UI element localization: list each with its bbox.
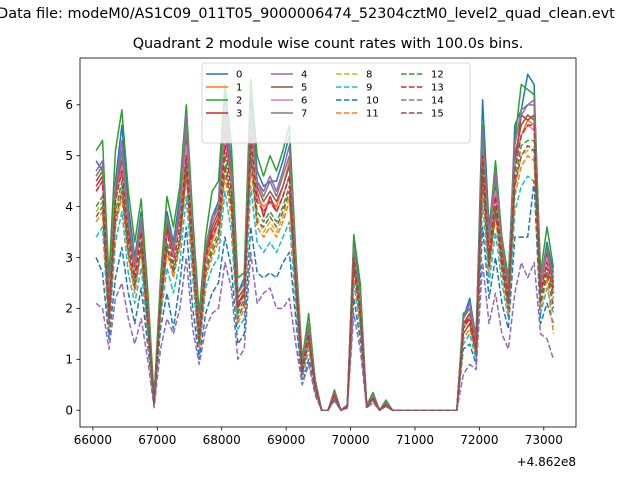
x-tick-label: 67000 [138,433,176,447]
series-10-line [95,180,555,411]
y-tick-label: 6 [65,98,73,112]
x-tick-label: 66000 [74,433,112,447]
legend-label-2: 2 [236,96,242,107]
y-tick-label: 1 [65,353,73,367]
legend-box [201,62,471,144]
legend-label-12: 12 [431,70,444,81]
legend-label-6: 6 [301,96,307,107]
legend-label-15: 15 [431,109,444,120]
legend-label-8: 8 [366,70,372,81]
x-tick-label: 68000 [203,433,241,447]
x-tick-label: 73000 [525,433,563,447]
legend-label-14: 14 [431,96,444,107]
legend-label-13: 13 [431,83,444,94]
y-tick-label: 2 [65,302,73,316]
axis-ticks: 66000 67000 68000 69000 70000 71000 72000 73000… [65,98,563,447]
x-axis-offset-label: +4.862e8 [517,455,576,469]
figure-suptitle: Data file: modeM0/AS1C09_011T05_90000064… [0,6,615,22]
legend-label-5: 5 [301,83,307,94]
legend-label-11: 11 [366,109,379,120]
series-15-line [95,144,555,411]
x-tick-label: 70000 [331,433,369,447]
x-tick-label: 71000 [396,433,434,447]
y-tick-label: 0 [65,404,73,418]
x-tick-label: 72000 [460,433,498,447]
y-tick-label: 4 [65,200,73,214]
y-tick-label: 5 [65,149,73,163]
x-tick-label: 69000 [267,433,305,447]
series-14-line [95,251,555,411]
y-tick-label: 3 [65,251,73,265]
legend-label-0: 0 [236,70,242,81]
legend-label-9: 9 [366,83,372,94]
legend-label-1: 1 [236,83,242,94]
legend-label-10: 10 [366,96,379,107]
series-layer [95,73,555,411]
plot-frame [79,57,577,428]
legend-label-7: 7 [301,109,307,120]
legend-label-4: 4 [301,70,307,81]
legend-label-3: 3 [236,109,242,120]
chart-title: Quadrant 2 module wise count rates with … [132,36,524,52]
